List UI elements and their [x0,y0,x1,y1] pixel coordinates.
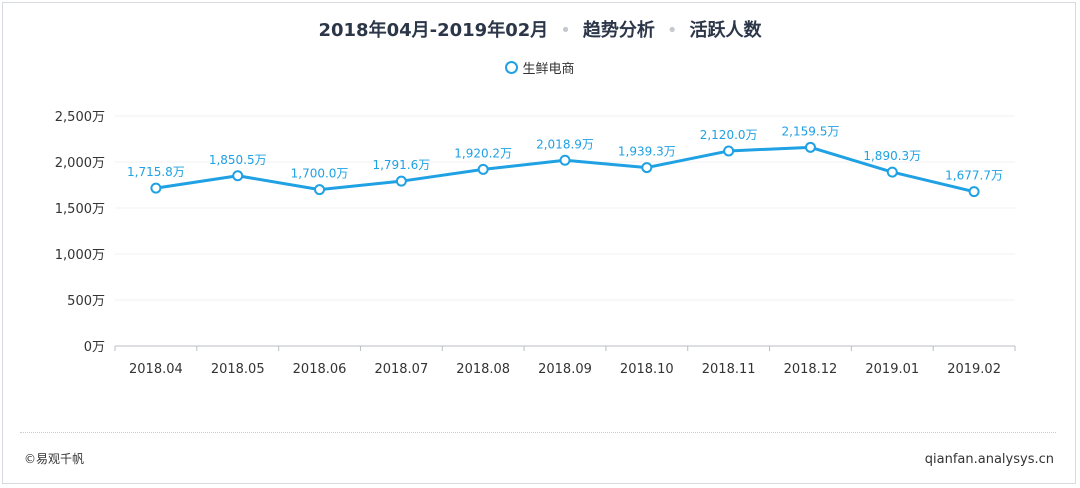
data-label: 2,159.5万 [782,124,840,138]
data-point [314,184,326,196]
chart-title: 2018年04月-2019年02月 • 趋势分析 • 活跃人数 [0,16,1080,42]
x-tick-label: 2018.05 [211,362,265,377]
data-label: 1,939.3万 [618,145,676,159]
series-line [155,145,975,194]
x-tick-label: 2018.11 [702,362,756,377]
data-point [804,141,816,153]
x-tick-label: 2018.10 [620,362,674,377]
title-period: 2018年04月-2019年02月 [318,20,549,41]
data-point [968,186,980,198]
y-tick-label: 500万 [67,294,105,309]
legend[interactable]: 生鲜电商 [0,58,1080,77]
data-label: 1,677.7万 [945,169,1003,183]
data-point [559,154,571,166]
data-label: 1,700.0万 [291,167,349,181]
title-separator: • [666,20,678,41]
data-label: 1,890.3万 [863,149,921,163]
data-point [886,166,898,178]
site-link[interactable]: qianfan.analysys.cn [924,452,1054,467]
x-tick-label: 2018.09 [538,362,592,377]
footer-divider [20,432,1056,433]
y-tick-label: 1,000万 [55,248,105,263]
x-tick-label: 2019.01 [865,362,919,377]
data-label: 1,850.5万 [209,153,267,167]
x-tick-label: 2018.04 [129,362,183,377]
y-tick-label: 1,500万 [55,202,105,217]
x-tick-label: 2019.02 [947,362,1001,377]
copyright-text: ©易观千帆 [24,452,85,466]
data-label: 1,791.6万 [372,158,430,172]
data-point [232,170,244,182]
legend-marker-icon [505,61,519,74]
x-tick-label: 2018.08 [456,362,510,377]
y-tick-label: 2,500万 [55,110,105,125]
title-separator: • [560,20,571,41]
legend-label: 生鲜电商 [522,62,575,77]
data-label: 2,120.0万 [700,128,758,142]
y-tick-label: 0万 [84,340,105,355]
data-point [150,182,162,194]
data-point [641,162,653,174]
x-tick-label: 2018.06 [293,362,347,377]
data-point [395,175,407,187]
x-tick-label: 2018.12 [784,362,838,377]
data-label: 1,920.2万 [454,146,512,160]
data-label: 2,018.9万 [536,137,594,151]
data-label: 1,715.8万 [127,165,185,179]
title-section: 趋势分析 [582,20,655,41]
data-point [477,163,489,175]
y-tick-label: 2,000万 [55,156,105,171]
data-point [723,145,735,157]
title-metric: 活跃人数 [689,20,762,41]
x-tick-label: 2018.07 [374,362,428,377]
